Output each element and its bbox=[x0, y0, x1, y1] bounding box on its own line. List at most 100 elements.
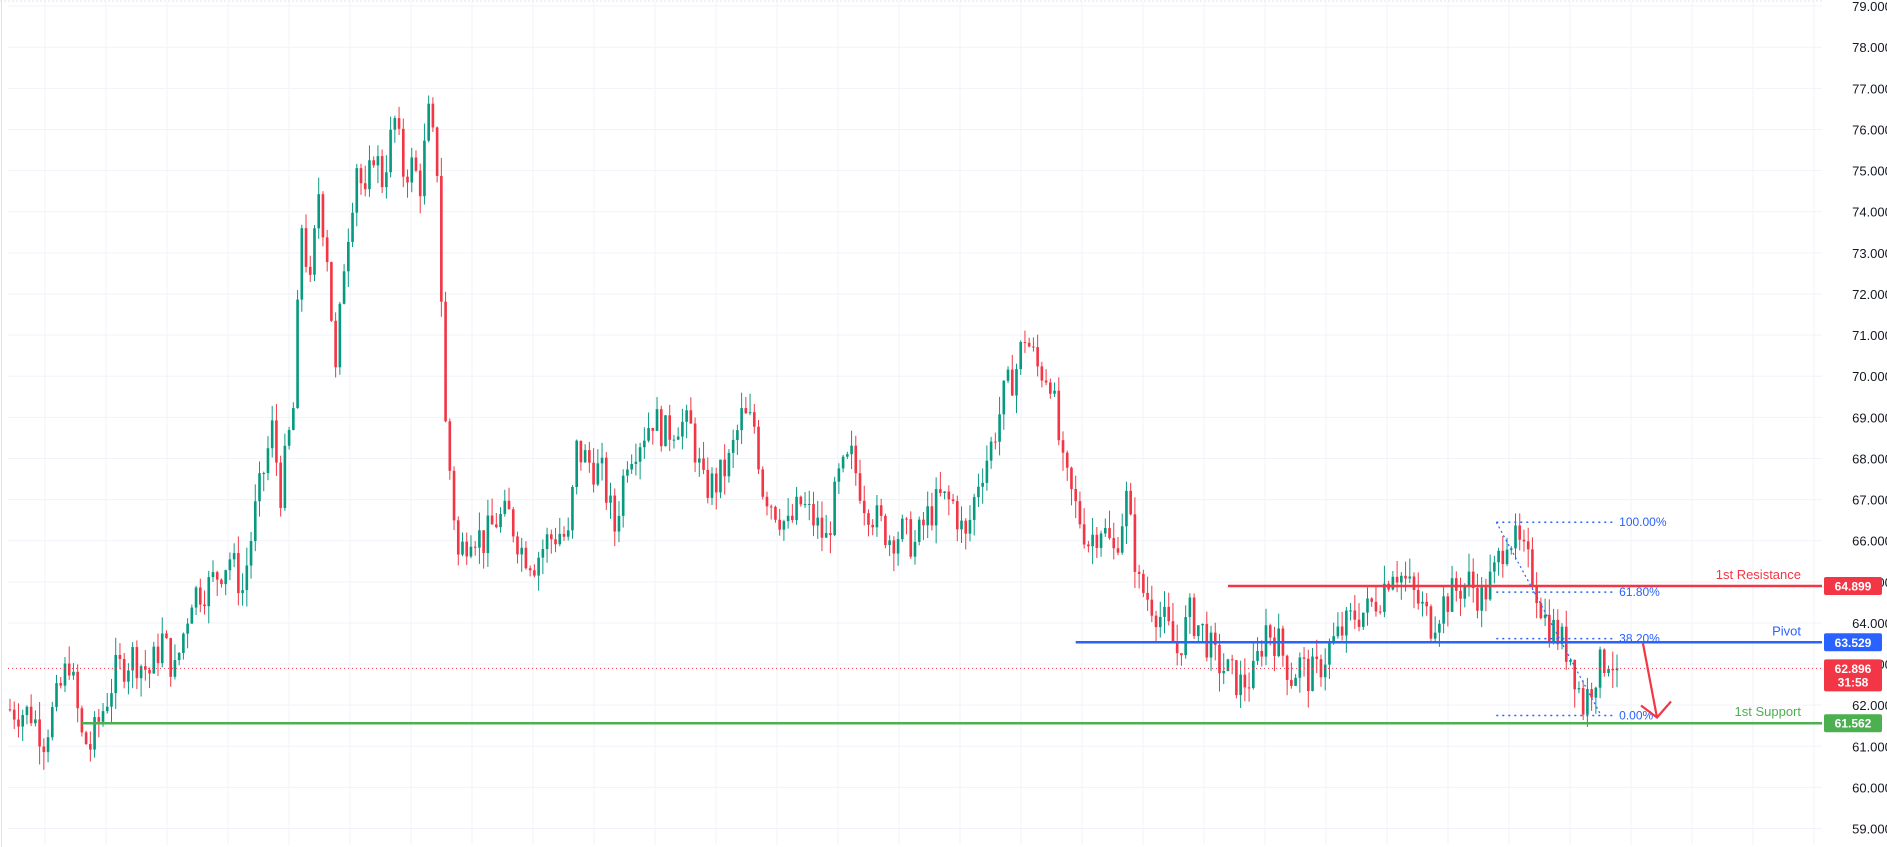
candle bbox=[1349, 602, 1352, 621]
candle bbox=[905, 517, 908, 535]
candle bbox=[1315, 639, 1319, 674]
candle bbox=[55, 674, 58, 712]
candle bbox=[795, 486, 798, 525]
candle bbox=[414, 150, 418, 173]
candle bbox=[1395, 561, 1399, 593]
candle bbox=[1488, 554, 1492, 601]
candle bbox=[325, 229, 329, 272]
candle bbox=[951, 493, 955, 505]
candle bbox=[1615, 654, 1619, 688]
candle bbox=[249, 531, 253, 579]
candle bbox=[1353, 595, 1357, 629]
candle bbox=[1408, 558, 1412, 584]
candle bbox=[308, 255, 312, 283]
candle bbox=[444, 291, 447, 423]
candle bbox=[304, 214, 308, 273]
candle bbox=[1429, 604, 1433, 643]
candle bbox=[72, 663, 75, 680]
candle bbox=[752, 404, 756, 434]
candle bbox=[1433, 616, 1437, 642]
candle bbox=[1607, 665, 1610, 677]
candle bbox=[258, 461, 261, 517]
candle bbox=[1467, 553, 1471, 597]
candle bbox=[554, 527, 557, 553]
y-tick-label: 75.000 bbox=[1852, 164, 1887, 179]
candle bbox=[440, 157, 443, 317]
candle bbox=[862, 485, 866, 526]
candle bbox=[604, 452, 608, 510]
candle bbox=[1425, 593, 1429, 616]
candle bbox=[782, 519, 786, 541]
fibonacci-retracement[interactable]: 100.00% 61.80% 38.20% 0.00% bbox=[1495, 515, 1667, 722]
candle bbox=[1581, 680, 1585, 721]
candle bbox=[664, 415, 667, 447]
candle bbox=[710, 467, 714, 506]
candle bbox=[495, 513, 498, 529]
candle bbox=[1251, 643, 1255, 690]
candle bbox=[596, 449, 600, 487]
candle bbox=[630, 454, 633, 474]
candle bbox=[46, 729, 50, 763]
candle bbox=[541, 539, 545, 575]
candle bbox=[1078, 491, 1082, 529]
candle bbox=[1108, 510, 1111, 540]
candle bbox=[803, 491, 807, 508]
candle bbox=[807, 490, 811, 521]
candle bbox=[283, 433, 287, 511]
candle bbox=[1281, 625, 1285, 667]
down-arrow-icon bbox=[1640, 643, 1672, 720]
fib-level: 61.80% bbox=[1496, 585, 1660, 599]
candle bbox=[165, 630, 168, 639]
hline-1st-support[interactable]: 1st Support 61.562 bbox=[81, 704, 1882, 733]
candle bbox=[363, 165, 367, 197]
candle bbox=[841, 454, 845, 473]
candle bbox=[38, 702, 41, 765]
candle bbox=[888, 535, 891, 556]
candle bbox=[232, 543, 236, 568]
y-tick-label: 60.000 bbox=[1852, 780, 1887, 795]
candle bbox=[964, 518, 968, 550]
candle bbox=[334, 312, 337, 378]
candle bbox=[1463, 583, 1467, 608]
candle bbox=[296, 290, 299, 409]
candle bbox=[994, 432, 997, 450]
candle bbox=[321, 191, 325, 247]
candle bbox=[812, 491, 815, 537]
candle bbox=[668, 404, 672, 452]
candle bbox=[1243, 658, 1247, 702]
candle bbox=[152, 641, 156, 674]
candle bbox=[600, 442, 604, 481]
candle bbox=[1361, 612, 1365, 631]
candle bbox=[21, 709, 24, 741]
candle bbox=[854, 435, 858, 486]
candle bbox=[723, 444, 727, 495]
candle bbox=[1526, 527, 1530, 568]
candle bbox=[1476, 573, 1479, 619]
candle bbox=[1484, 578, 1488, 612]
candle bbox=[799, 495, 803, 507]
candle bbox=[676, 427, 680, 441]
candle bbox=[1345, 606, 1348, 653]
candle bbox=[473, 541, 477, 556]
candle bbox=[922, 511, 925, 541]
candle bbox=[778, 508, 781, 536]
candle bbox=[1197, 625, 1200, 643]
candle bbox=[1103, 518, 1107, 537]
axis-price-badge: 64.899 bbox=[1824, 576, 1882, 595]
candle bbox=[186, 618, 189, 649]
candle bbox=[393, 115, 397, 143]
hline-pivot[interactable]: Pivot 63.529 bbox=[1075, 623, 1882, 652]
candle bbox=[1188, 593, 1192, 634]
candle bbox=[448, 418, 452, 480]
axis-price-badge: 63.529 bbox=[1824, 633, 1882, 652]
candle bbox=[731, 429, 735, 469]
y-tick-label: 64.000 bbox=[1852, 616, 1887, 631]
y-tick-label: 62.000 bbox=[1852, 698, 1887, 713]
price-axis[interactable]: 59.00060.00061.00062.00063.00064.00065.0… bbox=[1822, 0, 1887, 847]
candle bbox=[478, 512, 481, 564]
candle bbox=[139, 664, 143, 697]
candle bbox=[1044, 369, 1048, 386]
candle bbox=[338, 301, 342, 375]
